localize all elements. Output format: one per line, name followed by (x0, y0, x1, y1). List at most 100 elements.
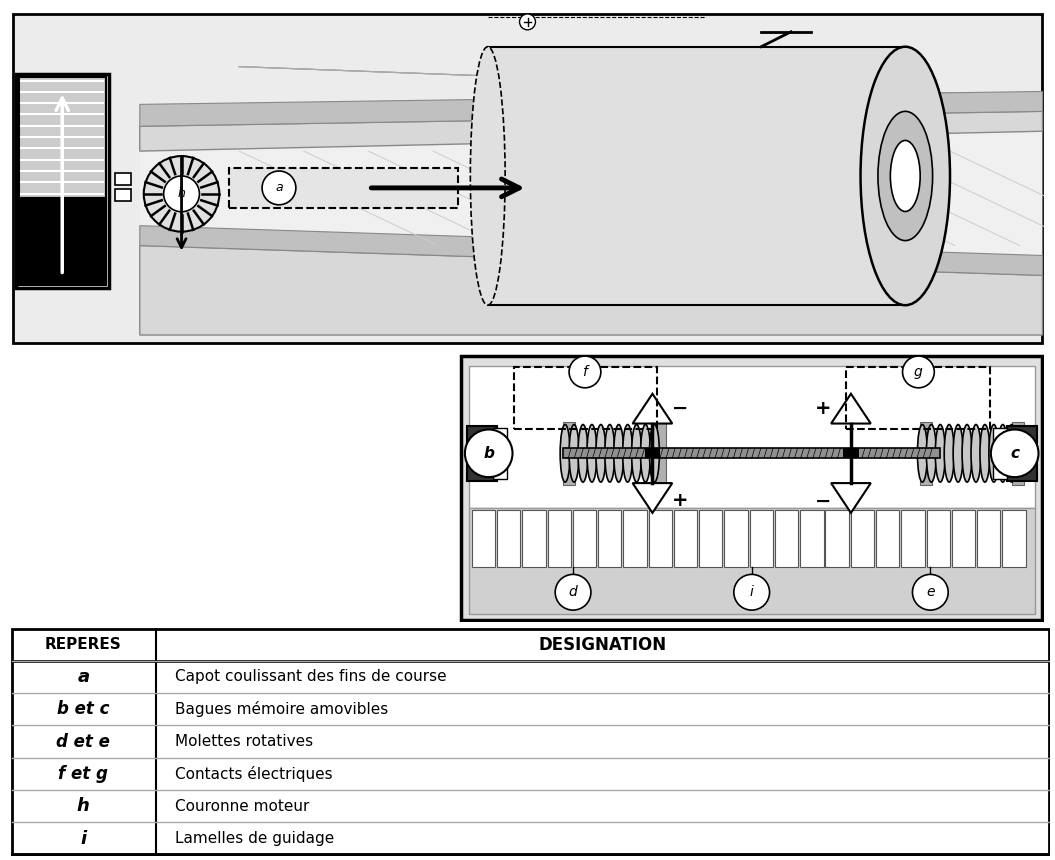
Text: b et c: b et c (57, 700, 110, 718)
Text: −: − (814, 491, 831, 511)
Text: c: c (1011, 445, 1019, 461)
Bar (654, 421, 667, 485)
Text: d et e: d et e (56, 733, 110, 751)
Ellipse shape (578, 425, 588, 482)
Bar (926, 510, 950, 568)
Circle shape (569, 356, 601, 388)
Bar (467, 426, 497, 481)
Bar (952, 510, 975, 568)
Text: DESIGNATION: DESIGNATION (538, 636, 667, 654)
Text: +: + (814, 399, 831, 418)
Ellipse shape (980, 425, 990, 482)
Bar (493, 427, 506, 441)
Text: e: e (926, 586, 935, 599)
Bar (850, 510, 874, 568)
Polygon shape (831, 394, 870, 423)
Text: Contacts électriques: Contacts électriques (175, 766, 332, 782)
Circle shape (991, 429, 1038, 477)
Bar (1002, 510, 1025, 568)
Circle shape (143, 156, 219, 231)
Bar (522, 510, 545, 568)
Text: Molettes rotatives: Molettes rotatives (175, 734, 313, 749)
Bar (801, 510, 824, 568)
Ellipse shape (936, 425, 945, 482)
Bar (1006, 426, 1036, 481)
Bar (649, 510, 672, 568)
Ellipse shape (614, 425, 624, 482)
Ellipse shape (622, 425, 633, 482)
Bar (843, 448, 859, 458)
Ellipse shape (596, 425, 606, 482)
Bar (514, 367, 657, 428)
Ellipse shape (605, 425, 615, 482)
Bar (674, 510, 697, 568)
Text: i: i (80, 830, 87, 848)
Bar (901, 510, 924, 568)
Circle shape (170, 182, 193, 206)
Ellipse shape (944, 425, 954, 482)
Text: −: − (672, 399, 689, 418)
Ellipse shape (587, 425, 597, 482)
Bar (487, 46, 905, 305)
Text: +: + (672, 491, 689, 511)
Polygon shape (140, 246, 1042, 335)
Bar (1012, 421, 1023, 485)
Bar (493, 465, 506, 479)
Text: d: d (569, 586, 577, 599)
Circle shape (902, 356, 935, 388)
Circle shape (734, 574, 769, 610)
Ellipse shape (890, 140, 920, 212)
Bar (846, 367, 990, 428)
Bar (876, 510, 899, 568)
Bar (993, 465, 1006, 479)
Text: Capot coulissant des fins de course: Capot coulissant des fins de course (175, 669, 446, 685)
Bar (468, 508, 1035, 614)
Text: a: a (275, 181, 283, 194)
Bar (548, 510, 571, 568)
Bar (573, 510, 596, 568)
Ellipse shape (989, 425, 999, 482)
Text: h: h (77, 797, 90, 815)
Bar (993, 427, 1006, 441)
Ellipse shape (962, 425, 972, 482)
Circle shape (555, 574, 591, 610)
Bar (16, 74, 109, 288)
Bar (563, 421, 575, 485)
Ellipse shape (650, 425, 659, 482)
Bar (598, 510, 621, 568)
Polygon shape (633, 394, 672, 423)
Ellipse shape (878, 111, 933, 241)
Ellipse shape (998, 425, 1008, 482)
Text: b: b (483, 445, 494, 461)
Bar (115, 173, 131, 185)
Text: g: g (914, 365, 923, 379)
Bar (699, 510, 723, 568)
Text: a: a (77, 668, 90, 686)
Circle shape (913, 574, 948, 610)
Bar (472, 510, 495, 568)
Ellipse shape (953, 425, 963, 482)
Ellipse shape (560, 425, 570, 482)
Bar (645, 448, 660, 458)
Text: f et g: f et g (58, 765, 109, 783)
Ellipse shape (971, 425, 981, 482)
Text: Lamelles de guidage: Lamelles de guidage (175, 831, 334, 846)
Bar (115, 189, 131, 201)
Ellipse shape (632, 425, 641, 482)
Bar (977, 510, 1000, 568)
Text: Couronne moteur: Couronne moteur (175, 799, 309, 814)
Text: i: i (750, 586, 753, 599)
Bar (563, 448, 940, 458)
Polygon shape (140, 225, 1042, 275)
Polygon shape (633, 483, 672, 513)
Polygon shape (140, 111, 1042, 151)
Polygon shape (831, 483, 870, 513)
Ellipse shape (926, 425, 936, 482)
Text: REPERES: REPERES (45, 637, 121, 652)
Bar (750, 510, 773, 568)
Bar (624, 510, 647, 568)
Ellipse shape (861, 46, 950, 305)
Circle shape (519, 14, 536, 30)
Bar (825, 510, 849, 568)
Bar (775, 510, 799, 568)
